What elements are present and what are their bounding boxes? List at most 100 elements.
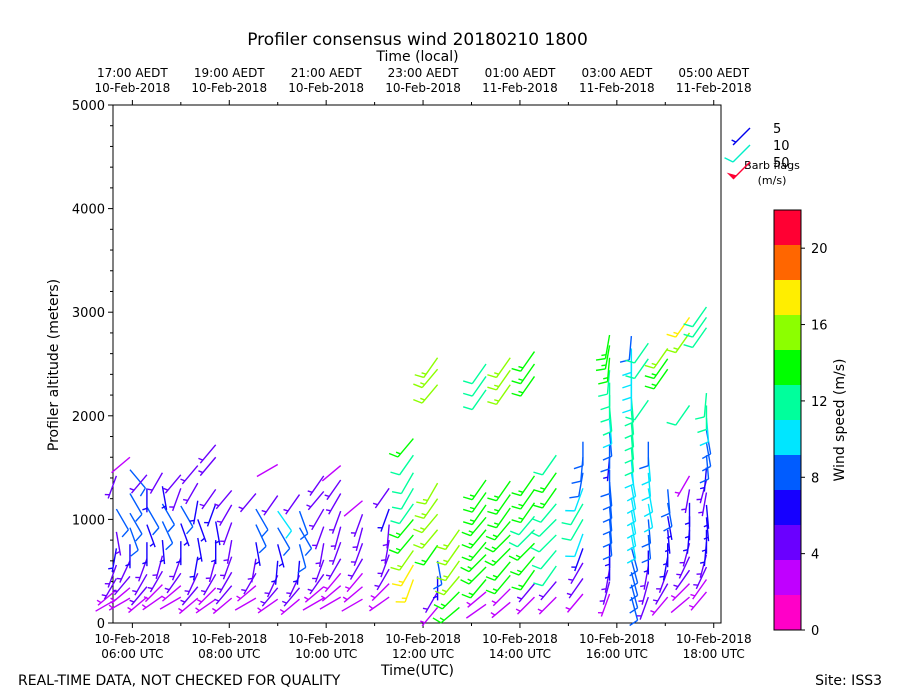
wind-barb-half-barb xyxy=(125,563,131,567)
wind-barb-full-barb xyxy=(701,453,711,460)
wind-barb-full-barb xyxy=(436,561,446,566)
wind-barb-full-barb xyxy=(602,530,612,536)
barb-legend-title-line1: Barb flags xyxy=(744,159,800,172)
wind-barb-full-barb xyxy=(436,546,446,551)
wind-barb-half-barb xyxy=(142,507,148,511)
legend-barb-label: 10 xyxy=(773,139,790,154)
wind-barb-shaft xyxy=(283,587,301,607)
wind-barb-half-barb xyxy=(180,599,186,603)
wind-barb-full-barb xyxy=(666,349,676,354)
wind-barb-shaft xyxy=(129,512,143,535)
wind-barb-half-barb xyxy=(664,549,670,553)
wind-barb-half-barb xyxy=(666,535,672,539)
wind-barb-half-barb xyxy=(670,595,676,599)
wind-barb-full-barb xyxy=(282,548,291,557)
wind-barb-half-barb xyxy=(257,607,262,612)
wind-barb-full-barb xyxy=(629,582,638,589)
wind-barb-shaft xyxy=(115,508,129,531)
wind-barb-shaft xyxy=(566,593,584,613)
wind-barb-full-barb xyxy=(602,517,612,523)
wind-barb-half-barb xyxy=(640,585,645,588)
wind-barb-full-barb xyxy=(487,401,497,406)
wind-barb-half-barb xyxy=(183,541,189,546)
wind-barb-half-barb xyxy=(538,594,544,598)
wind-barb-full-barb xyxy=(414,514,425,520)
wind-barb-full-barb xyxy=(626,557,636,564)
wind-barb-full-barb xyxy=(461,593,471,599)
x-tick-bottom-time: 10:00 UTC xyxy=(295,647,357,661)
wind-barb-full-barb xyxy=(683,344,693,349)
wind-barb-half-barb xyxy=(344,586,350,590)
wind-barb-half-barb xyxy=(264,592,270,595)
wind-barb-half-barb xyxy=(494,399,499,402)
wind-barb-half-barb xyxy=(101,594,107,597)
wind-barb-shaft xyxy=(667,489,671,514)
wind-barb-full-barb xyxy=(487,510,497,515)
wind-barb-half-barb xyxy=(198,457,204,461)
wind-barb-half-barb xyxy=(141,604,147,609)
x-tick-bottom-time: 16:00 UTC xyxy=(586,647,648,661)
colorbar-segment xyxy=(774,455,801,490)
wind-barb-full-barb xyxy=(388,533,399,539)
wind-barb-full-barb xyxy=(571,480,581,485)
wind-barb-half-barb xyxy=(307,588,313,592)
wind-barb-half-barb xyxy=(110,597,116,602)
wind-barb-shaft xyxy=(397,534,414,554)
wind-barb-half-barb xyxy=(420,542,425,546)
wind-barb-full-barb xyxy=(701,465,711,472)
wind-barb-half-barb xyxy=(492,588,498,592)
wind-barb-full-barb xyxy=(390,520,400,525)
x-tick-top-time: 17:00 AEDT xyxy=(97,66,168,80)
wind-barb-full-barb xyxy=(511,492,521,497)
wind-barb-full-barb xyxy=(626,545,636,552)
wind-barb-shaft xyxy=(302,597,325,611)
wind-barb-half-barb xyxy=(163,487,169,491)
wind-barb-half-barb xyxy=(196,557,202,561)
y-tick-label: 5000 xyxy=(72,99,105,114)
wind-barb-half-barb xyxy=(518,584,524,588)
wind-barb-half-barb xyxy=(673,584,679,588)
wind-barb-full-barb xyxy=(531,518,542,523)
site-label: Site: ISS3 xyxy=(815,673,882,689)
wind-barb-shaft xyxy=(651,596,669,616)
wind-barb-half-barb xyxy=(468,555,474,559)
wind-barb-half-barb xyxy=(568,578,574,581)
wind-barb-half-barb xyxy=(681,508,687,511)
wind-barb-half-barb xyxy=(271,580,277,583)
wind-barb-half-barb xyxy=(703,536,709,540)
x-tick-bottom-date: 10-Feb-2018 xyxy=(579,632,655,646)
wind-barb-half-barb xyxy=(261,509,267,513)
wind-barb-full-barb xyxy=(624,421,634,427)
wind-barb-full-barb xyxy=(600,405,610,411)
wind-barb-half-barb xyxy=(161,595,166,600)
wind-barb-full-barb xyxy=(462,496,473,501)
wind-barb-full-barb xyxy=(629,607,638,614)
wind-barb-full-barb xyxy=(598,393,608,398)
wind-barb-shaft xyxy=(705,455,710,480)
x-tick-top-time: 19:00 AEDT xyxy=(194,66,265,80)
wind-barb-half-barb xyxy=(142,561,148,565)
wind-barb-half-barb xyxy=(518,378,524,382)
wind-barb-shaft xyxy=(541,454,557,476)
quality-disclaimer: REAL-TIME DATA, NOT CHECKED FOR QUALITY xyxy=(18,673,341,689)
wind-barb-full-barb xyxy=(391,490,402,495)
wind-barb-full-barb xyxy=(434,590,445,596)
wind-barb-full-barb xyxy=(461,556,471,562)
wind-barb-half-barb xyxy=(491,546,497,550)
wind-barb-half-barb xyxy=(490,612,496,616)
wind-barb-half-barb xyxy=(494,508,499,512)
wind-barb-full-barb xyxy=(561,537,572,541)
wind-barb-half-barb xyxy=(214,540,220,545)
wind-barb-shaft xyxy=(630,572,639,596)
wind-barb-full-barb xyxy=(416,501,426,505)
wind-barb-half-barb xyxy=(421,513,427,516)
wind-barb-half-barb xyxy=(469,506,475,510)
wind-barb-half-barb xyxy=(684,522,690,525)
wind-barb-half-barb xyxy=(382,543,388,547)
x-axis-bottom-label: Time(UTC) xyxy=(381,663,454,679)
wind-barb-half-barb xyxy=(211,607,217,612)
wind-barb-half-barb xyxy=(701,549,707,552)
wind-barb-half-barb xyxy=(467,578,473,582)
y-tick-label: 3000 xyxy=(72,306,105,321)
wind-barb-full-barb xyxy=(530,547,540,553)
